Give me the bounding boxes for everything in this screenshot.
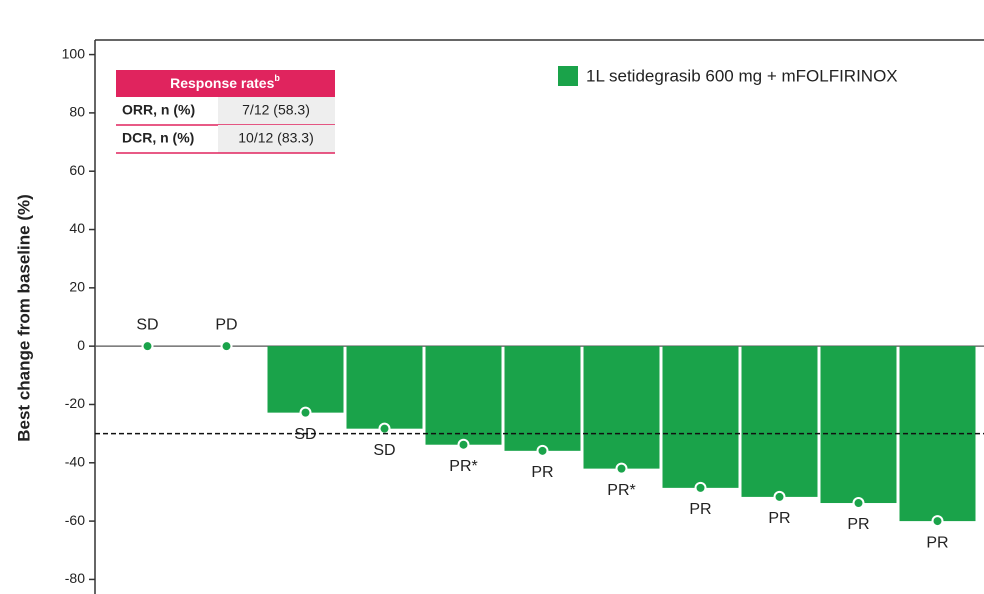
- response-label: SD: [373, 442, 395, 459]
- table-row-bg: [218, 97, 335, 125]
- y-tick-label: -40: [65, 453, 85, 469]
- table-title-sup: b: [274, 73, 280, 83]
- table-title: Response ratesb: [170, 73, 280, 90]
- bar-end-dot: [931, 515, 944, 528]
- bar: [504, 346, 581, 451]
- y-tick-label: 20: [69, 279, 85, 295]
- bar-end-dot: [141, 340, 154, 353]
- bar-end-dot: [299, 406, 312, 419]
- y-tick-label: -80: [65, 570, 85, 586]
- bar: [583, 346, 660, 469]
- y-tick-label: 100: [62, 45, 86, 61]
- bar-end-dot: [852, 497, 865, 510]
- y-tick-label: 80: [69, 104, 85, 120]
- response-label: PR*: [607, 482, 635, 499]
- bar: [425, 346, 502, 445]
- bar: [267, 346, 344, 413]
- response-label: PR: [531, 464, 553, 481]
- y-tick-label: 40: [69, 220, 85, 236]
- legend-swatch: [558, 66, 578, 86]
- bar-end-dot: [615, 462, 628, 475]
- table-header: [116, 70, 335, 97]
- response-label: PD: [215, 316, 237, 333]
- response-label: PR: [926, 534, 948, 551]
- table-cell: 10/12 (83.3): [238, 130, 314, 146]
- y-axis-label: Best change from baseline (%): [14, 194, 33, 442]
- table-cell: 7/12 (58.3): [242, 102, 310, 118]
- bar-end-dot: [773, 490, 786, 503]
- bar-end-dot: [536, 444, 549, 457]
- table-row-bg: [218, 125, 335, 153]
- bar-end-dot: [694, 481, 707, 494]
- response-label: PR: [689, 501, 711, 518]
- table-title-text: Response rates: [170, 75, 274, 91]
- legend-label: 1L setidegrasib 600 mg + mFOLFIRINOX: [586, 66, 898, 85]
- table-cell: ORR, n (%): [122, 102, 195, 118]
- response-label: PR*: [449, 458, 477, 475]
- bar: [741, 346, 818, 497]
- y-tick-label: 60: [69, 162, 85, 178]
- response-label: PR: [768, 510, 790, 527]
- table-cell: DCR, n (%): [122, 130, 194, 146]
- bar: [662, 346, 739, 488]
- response-label: PR: [847, 516, 869, 533]
- bar-end-dot: [220, 340, 233, 353]
- bar: [820, 346, 897, 504]
- bar-end-dot: [457, 438, 470, 451]
- y-tick-label: -60: [65, 512, 85, 528]
- bar: [346, 346, 423, 429]
- y-tick-label: -20: [65, 395, 85, 411]
- y-tick-label: 0: [77, 337, 85, 353]
- response-label: SD: [136, 316, 158, 333]
- bar-end-dot: [378, 422, 391, 435]
